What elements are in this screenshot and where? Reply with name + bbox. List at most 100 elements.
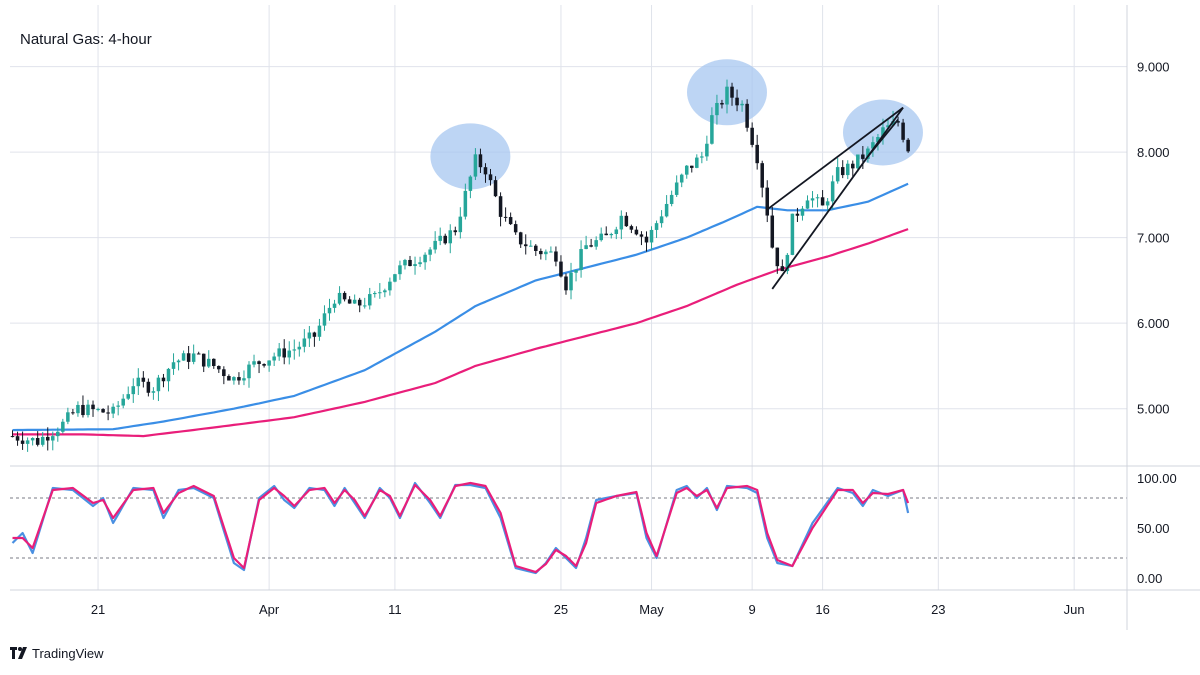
candle-up [891, 121, 895, 126]
candle-down [186, 353, 191, 362]
candle-up [871, 142, 875, 149]
candle-down [906, 139, 910, 152]
candle-up [599, 233, 603, 241]
candle-up [373, 292, 377, 295]
candle-up [815, 197, 820, 199]
candle-up [684, 165, 689, 175]
candle-up [302, 338, 307, 347]
candle-up [156, 377, 161, 392]
candle-up [56, 431, 60, 437]
candle-up [800, 208, 805, 216]
price-tick-label: 7.000 [1137, 231, 1170, 246]
candle-down [101, 409, 105, 413]
candle-up [332, 303, 337, 308]
candle-down [498, 196, 503, 217]
candle-down [539, 250, 543, 255]
candle-up [398, 265, 402, 275]
time-tick-label: Apr [259, 602, 280, 617]
candle-up [181, 353, 186, 361]
candle-down [523, 244, 528, 247]
candle-up [529, 245, 533, 247]
candle-down [760, 163, 764, 188]
candle-down [750, 127, 754, 145]
candle-up [845, 163, 850, 176]
candle-up [242, 378, 246, 381]
candle-up [337, 292, 342, 304]
candle-down [604, 233, 608, 236]
candle-down [257, 361, 261, 365]
moving-averages [12, 182, 909, 438]
candle-up [151, 391, 156, 393]
candle-down [217, 366, 221, 370]
candle-up [76, 404, 80, 414]
candle-down [735, 97, 739, 106]
candle-up [403, 259, 407, 266]
price-axis[interactable]: 9.000 8.000 7.000 6.000 5.000 [1137, 60, 1170, 417]
candle-down [518, 232, 523, 245]
candle-down [775, 247, 780, 267]
candle-up [468, 176, 473, 191]
stochastic-d-line [12, 481, 910, 574]
candle-up [458, 216, 463, 233]
candle-up [438, 235, 442, 241]
candle-down [554, 251, 558, 262]
candle-down [20, 440, 25, 444]
candle-down [901, 122, 905, 140]
candle-up [654, 223, 659, 230]
oscillator-tick-label: 50.00 [1137, 521, 1170, 536]
time-tick-label: May [639, 602, 664, 617]
candle-up [619, 215, 624, 230]
candle-up [191, 353, 196, 362]
candle-up [574, 269, 578, 273]
rising-wedge [766, 106, 904, 290]
candle-up [171, 362, 176, 369]
candle-down [534, 245, 538, 251]
wedge-cross-line [867, 119, 899, 157]
tradingview-label: TradingView [32, 645, 104, 661]
tradingview-logo-icon [10, 647, 28, 659]
candle-down [282, 348, 286, 358]
time-tick-label: 25 [554, 602, 568, 617]
candle-down [357, 299, 362, 306]
candle-up [393, 274, 397, 282]
candle-up [679, 174, 684, 183]
candle-up [378, 292, 382, 294]
candle-down [10, 436, 15, 438]
candle-up [25, 440, 30, 444]
price-tick-label: 9.000 [1137, 60, 1170, 75]
candle-up [790, 213, 795, 255]
candle-up [835, 167, 840, 182]
candle-down [342, 292, 347, 300]
candle-up [176, 360, 181, 363]
candle-up [659, 216, 664, 224]
candle-up [740, 103, 744, 106]
candle-up [297, 346, 302, 350]
time-tick-label: 11 [388, 602, 402, 617]
candle-down [896, 121, 900, 123]
wedge-upper-line [766, 106, 904, 211]
wedge-lower-line [771, 107, 904, 290]
candle-down [795, 213, 800, 216]
candle-down [106, 412, 110, 414]
candle-up [206, 358, 211, 367]
candle-down [483, 167, 488, 175]
time-axis[interactable]: 21 Apr 11 25 May 9 16 23 Jun [91, 602, 1085, 617]
chart-title: Natural Gas: 4-hour [20, 31, 152, 48]
candle-down [508, 217, 513, 225]
candle-up [247, 364, 251, 379]
tradingview-brand[interactable]: TradingView [10, 644, 104, 662]
candle-down [644, 236, 649, 243]
time-tick-label: Jun [1064, 602, 1085, 617]
candle-up [886, 125, 890, 128]
pane-borders [10, 5, 1200, 630]
candle-up [700, 156, 704, 158]
candle-up [448, 230, 453, 244]
candle-up [307, 332, 312, 339]
candle-up [327, 307, 332, 314]
candle-down [312, 332, 317, 337]
oscillator-axis[interactable]: 100.00 50.00 0.00 [1137, 471, 1177, 586]
candle-up [40, 436, 45, 445]
candle-up [866, 148, 870, 159]
